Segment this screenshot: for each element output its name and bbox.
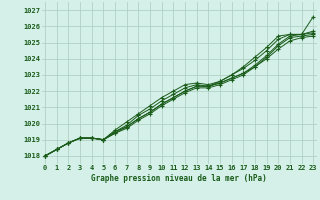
X-axis label: Graphe pression niveau de la mer (hPa): Graphe pression niveau de la mer (hPa)	[91, 174, 267, 183]
